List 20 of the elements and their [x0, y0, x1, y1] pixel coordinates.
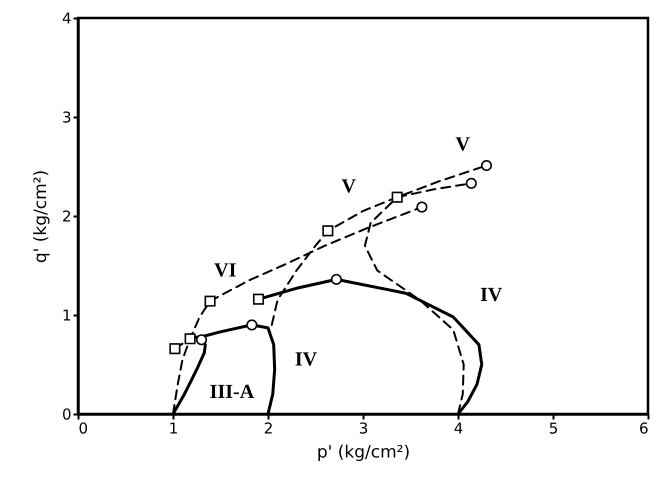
y-axis-title: q' (kg/cm²) [30, 170, 51, 264]
annotation: IV [480, 284, 503, 306]
annotation: VI [214, 259, 237, 282]
x-tick-label: 3 [358, 420, 368, 438]
annotation: III-A [210, 381, 255, 404]
x-tick-label: 1 [168, 420, 178, 438]
annotation: V [342, 175, 357, 198]
y-tick-label: 2 [62, 208, 72, 226]
x-tick-label: 5 [548, 420, 558, 438]
x-axis-title: p' (kg/cm²) [316, 442, 410, 462]
y-tick-label: 0 [62, 406, 72, 424]
annotation: V [456, 134, 471, 156]
y-tick-label: 4 [62, 10, 72, 28]
x-tick-label: 4 [454, 420, 464, 438]
y-tick-label: 1 [62, 306, 72, 324]
x-tick-label: 2 [264, 420, 274, 438]
x-tick-label: 0 [78, 420, 88, 438]
x-tick-label: 6 [638, 420, 648, 438]
annotation: IV [294, 348, 318, 371]
y-tick-label: 3 [62, 108, 72, 126]
